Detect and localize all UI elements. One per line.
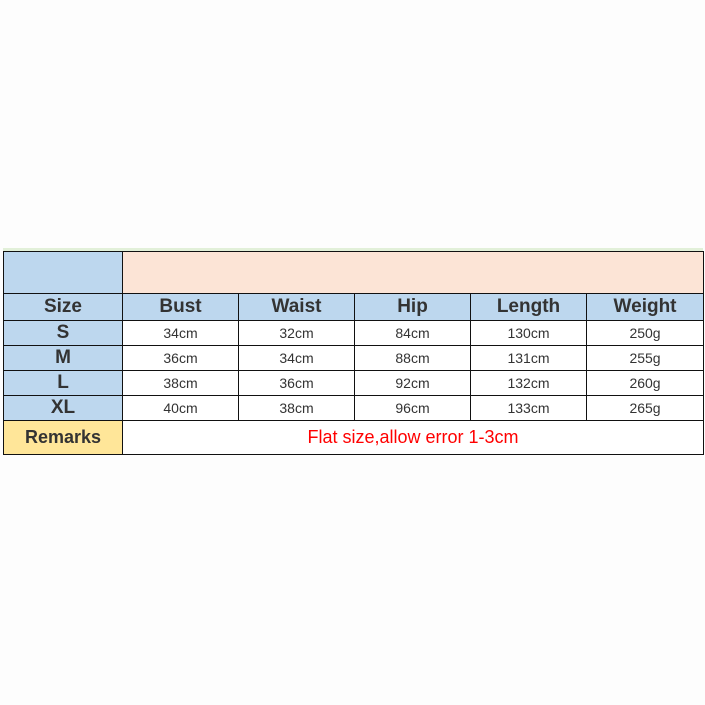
waist-cell: 38cm — [238, 395, 355, 421]
table-row: L 38cm 36cm 92cm 132cm 260g — [3, 370, 705, 396]
weight-cell: 265g — [585, 395, 705, 421]
size-cell: L — [3, 370, 123, 396]
table-row: XL 40cm 38cm 96cm 133cm 265g — [3, 395, 705, 421]
table-row: M 36cm 34cm 88cm 131cm 255g — [3, 345, 705, 371]
banner-cell — [121, 251, 705, 294]
remarks-text: Flat size,allow error 1-3cm — [121, 420, 705, 455]
hip-cell: 88cm — [354, 345, 471, 371]
header-waist: Waist — [238, 293, 355, 321]
hip-cell: 96cm — [354, 395, 471, 421]
table-row: S 34cm 32cm 84cm 130cm 250g — [3, 320, 705, 346]
length-cell: 130cm — [470, 320, 587, 346]
size-cell: XL — [3, 395, 123, 421]
bust-cell: 38cm — [122, 370, 239, 396]
waist-cell: 34cm — [238, 345, 355, 371]
header-hip: Hip — [354, 293, 471, 321]
top-border-line — [3, 248, 703, 251]
header-length: Length — [470, 293, 587, 321]
header-size: Size — [3, 293, 123, 321]
waist-cell: 36cm — [238, 370, 355, 396]
weight-cell: 250g — [585, 320, 705, 346]
header-bust: Bust — [122, 293, 239, 321]
hip-cell: 84cm — [354, 320, 471, 346]
header-weight: Weight — [585, 293, 705, 321]
remarks-row: Remarks Flat size,allow error 1-3cm — [3, 420, 705, 455]
length-cell: 132cm — [470, 370, 587, 396]
hip-cell: 92cm — [354, 370, 471, 396]
weight-cell: 260g — [585, 370, 705, 396]
corner-cell — [3, 251, 123, 294]
size-cell: S — [3, 320, 123, 346]
weight-cell: 255g — [585, 345, 705, 371]
bust-cell: 36cm — [122, 345, 239, 371]
bust-cell: 40cm — [122, 395, 239, 421]
size-chart-table: Size Bust Waist Hip Length Weight S 34cm… — [3, 251, 705, 455]
size-cell: M — [3, 345, 123, 371]
header-row: Size Bust Waist Hip Length Weight — [3, 293, 705, 321]
length-cell: 133cm — [470, 395, 587, 421]
remarks-label: Remarks — [3, 420, 123, 455]
bust-cell: 34cm — [122, 320, 239, 346]
waist-cell: 32cm — [238, 320, 355, 346]
length-cell: 131cm — [470, 345, 587, 371]
